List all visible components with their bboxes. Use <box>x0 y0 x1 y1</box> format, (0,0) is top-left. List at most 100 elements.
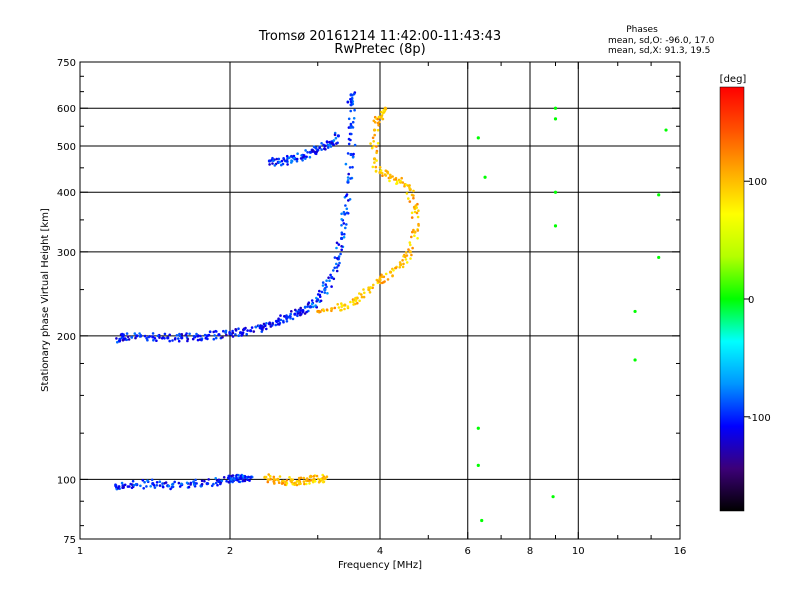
data-point <box>279 314 282 317</box>
data-point <box>376 128 380 132</box>
data-point <box>311 305 315 309</box>
data-point <box>345 211 349 215</box>
data-point <box>369 286 373 290</box>
data-point <box>323 291 327 294</box>
data-point <box>408 241 412 244</box>
data-point <box>378 278 382 282</box>
data-point <box>346 152 350 155</box>
data-point <box>268 474 272 478</box>
data-point <box>320 142 323 145</box>
data-point <box>333 256 337 259</box>
data-point <box>216 483 219 487</box>
data-point <box>120 332 124 336</box>
data-point <box>326 146 330 149</box>
data-point <box>125 338 129 342</box>
data-point <box>322 480 325 484</box>
data-point <box>412 228 415 232</box>
axis-ticks: 1 2 4 6 8 10 16 75 100 200 300 400 500 600 750 <box>57 58 686 557</box>
data-point <box>284 480 287 484</box>
data-point <box>351 156 355 159</box>
data-point <box>401 259 404 262</box>
data-point <box>378 170 382 175</box>
data-point <box>373 133 377 137</box>
data-point <box>289 312 293 316</box>
data-point <box>220 479 224 483</box>
x-tick-label: 16 <box>674 546 687 557</box>
data-point <box>126 335 130 339</box>
data-point <box>264 475 268 479</box>
series-4 <box>267 131 340 167</box>
data-point <box>344 204 347 207</box>
data-point <box>143 480 146 484</box>
data-point <box>318 146 321 149</box>
data-point <box>343 232 346 236</box>
data-point <box>325 141 329 144</box>
data-point <box>335 246 338 250</box>
data-point <box>125 332 129 335</box>
data-point <box>291 317 295 321</box>
data-point <box>401 265 405 269</box>
data-point <box>347 117 351 121</box>
legend-title: Phases <box>626 25 658 35</box>
data-point <box>340 236 344 241</box>
data-point <box>319 299 323 303</box>
data-point <box>194 478 197 482</box>
data-point <box>166 336 170 340</box>
data-point <box>222 329 225 333</box>
data-point <box>217 333 221 336</box>
data-point <box>350 132 353 136</box>
data-point <box>308 305 313 309</box>
data-point <box>290 159 293 162</box>
data-point <box>271 156 274 160</box>
data-point <box>346 305 350 308</box>
data-point <box>328 143 331 147</box>
data-point <box>214 481 218 485</box>
data-point <box>305 482 308 486</box>
data-point <box>155 339 158 343</box>
data-point <box>323 288 327 291</box>
data-point <box>161 485 165 489</box>
data-point <box>412 189 415 193</box>
data-point <box>192 480 195 483</box>
data-point <box>377 115 381 119</box>
data-point <box>214 329 217 333</box>
data-point <box>231 329 234 333</box>
data-point <box>407 248 410 251</box>
data-point <box>308 150 313 154</box>
data-point <box>349 93 353 97</box>
data-point <box>349 126 353 129</box>
data-point <box>205 334 209 338</box>
data-point <box>336 141 339 145</box>
data-point <box>146 479 149 483</box>
data-point <box>203 479 206 483</box>
data-point <box>380 114 384 117</box>
data-point <box>338 261 341 265</box>
data-point <box>208 330 212 334</box>
data-point <box>241 474 245 478</box>
y-tick-label: 400 <box>57 188 76 199</box>
data-point <box>275 157 279 161</box>
data-point <box>343 307 346 311</box>
data-point <box>380 110 383 114</box>
data-point <box>303 312 307 315</box>
data-point <box>304 149 307 152</box>
data-point <box>375 151 378 155</box>
data-point <box>337 306 341 309</box>
data-point <box>301 310 305 313</box>
data-point <box>340 218 344 221</box>
data-point <box>285 317 288 321</box>
data-point <box>339 252 342 256</box>
data-point <box>277 157 281 161</box>
data-point <box>300 154 303 157</box>
data-point <box>280 163 283 167</box>
data-point <box>346 100 350 104</box>
data-point <box>342 235 346 239</box>
data-point <box>389 173 392 177</box>
data-point <box>192 334 196 338</box>
data-point <box>407 197 410 200</box>
data-point <box>127 338 131 341</box>
data-point <box>306 151 309 154</box>
data-point <box>214 477 217 480</box>
data-point <box>158 484 162 487</box>
data-point <box>291 478 295 482</box>
